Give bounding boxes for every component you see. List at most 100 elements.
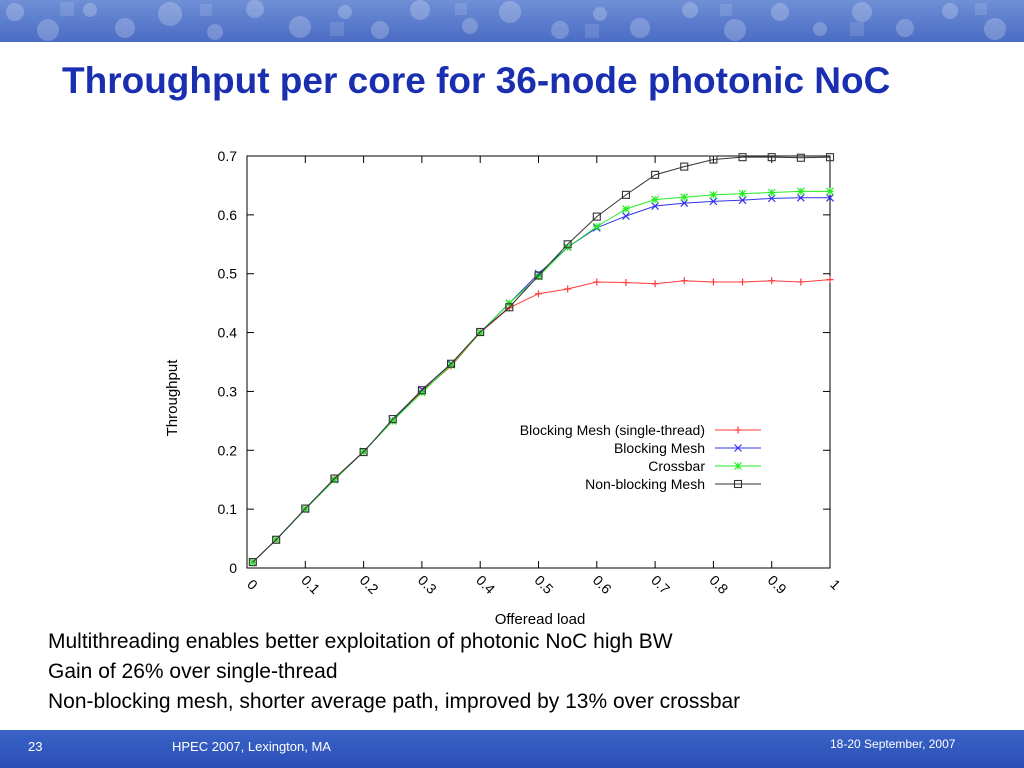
series-line-3 [252,156,831,563]
y-tick-label: 0.7 [218,148,238,164]
data-point [535,290,542,298]
data-point [651,195,659,204]
y-tick-label: 0.3 [218,383,238,399]
data-point [709,190,718,199]
top-banner [0,0,1024,42]
data-point [534,272,543,281]
y-tick-label: 0.1 [218,501,238,517]
x-tick-label: 0.3 [415,572,440,597]
data-point [622,205,630,213]
x-tick-label: 0.5 [531,572,556,597]
data-point [738,189,747,198]
legend-marker [734,462,742,470]
data-point [680,199,689,208]
data-point [796,187,805,196]
x-tick-label: 0.6 [590,572,615,597]
series-line-1 [252,197,830,563]
data-point [622,212,630,220]
data-point [592,222,601,231]
data-point [359,448,368,457]
x-tick-label: 0.1 [298,572,323,597]
data-point [796,193,805,202]
data-point [826,276,834,284]
data-point [330,475,339,484]
series-line-0 [252,279,831,563]
data-point [505,303,514,312]
plot-frame [246,155,831,569]
y-tick-label: 0.4 [218,325,238,341]
data-point [680,193,689,202]
data-point [680,162,689,171]
x-tick-label: 0.4 [473,572,498,597]
data-point [767,194,776,203]
y-tick-label: 0.6 [218,207,238,223]
data-point [622,279,630,287]
data-point [709,278,717,286]
y-tick-label: 0 [229,560,237,576]
data-point [563,240,572,249]
data-point [825,153,835,162]
data-point [447,361,455,369]
data-point [505,299,514,308]
bullet-gain: Gain of 26% over single-thread [48,660,338,683]
bullet-list: Multithreading enables better exploitati… [48,627,998,717]
page-number: 23 [28,739,43,754]
slide-title: Throughput per core for 36-node photonic… [62,60,891,101]
data-point [826,193,834,202]
data-point [388,415,397,424]
legend-label: Crossbar [648,458,705,474]
data-point [388,416,397,425]
data-point [563,243,572,252]
data-point [651,170,660,179]
x-tick-label: 0.8 [706,572,731,597]
data-point [651,202,660,210]
data-point [709,197,718,206]
legend-marker [734,444,742,452]
throughput-chart: Throughput Offeread load 0 0.1 0.2 0.3 0.4 0.… [164,148,844,628]
x-tick-label: 0.2 [357,572,382,597]
conference-date: 18-20 September, 2007 [830,737,956,751]
data-point [738,153,747,162]
data-point [534,271,543,280]
data-point [709,155,718,164]
series-line-2 [252,190,830,563]
legend-label: Blocking Mesh [614,440,705,456]
data-point [797,278,805,286]
legend-marker [734,426,742,434]
x-tick-label: 0 [244,576,261,593]
data-point [826,187,834,196]
data-point [272,535,281,544]
data-point [248,558,257,567]
data-point [739,278,747,286]
y-tick-label: 0.5 [218,266,238,282]
data-point [767,188,776,197]
data-point [738,196,747,205]
data-point [592,212,601,221]
bullet-non-blocking: Non-blocking mesh, shorter average path,… [48,690,741,713]
x-tick-label: 1 [827,576,844,593]
banner-pattern [6,0,1006,41]
x-axis-label: Offeread load [495,611,586,628]
x-tick-label: 0.7 [648,572,673,597]
x-tick-label: 0.9 [765,572,790,597]
data-point [621,190,631,199]
data-point [446,359,456,368]
legend-label: Non-blocking Mesh [585,476,705,492]
conference-name: HPEC 2007, Lexington, MA [172,739,331,754]
data-point [564,285,572,293]
data-point [417,386,426,395]
legend-marker [733,479,743,489]
data-point [301,504,310,513]
data-point [680,277,688,285]
bullet-multithreading: Multithreading enables better exploitati… [48,630,673,653]
chart-area: Throughput Offeread load 0 0.1 0.2 0.3 0.4 0.… [150,138,850,628]
data-point [330,474,339,483]
data-point [651,280,659,288]
y-axis-label: Throughput [164,359,181,437]
data-point [796,153,805,162]
y-tick-label: 0.2 [218,442,238,458]
data-point [418,388,426,397]
legend-label: Blocking Mesh (single-thread) [520,422,705,438]
data-point [767,153,776,162]
data-point [768,277,776,285]
